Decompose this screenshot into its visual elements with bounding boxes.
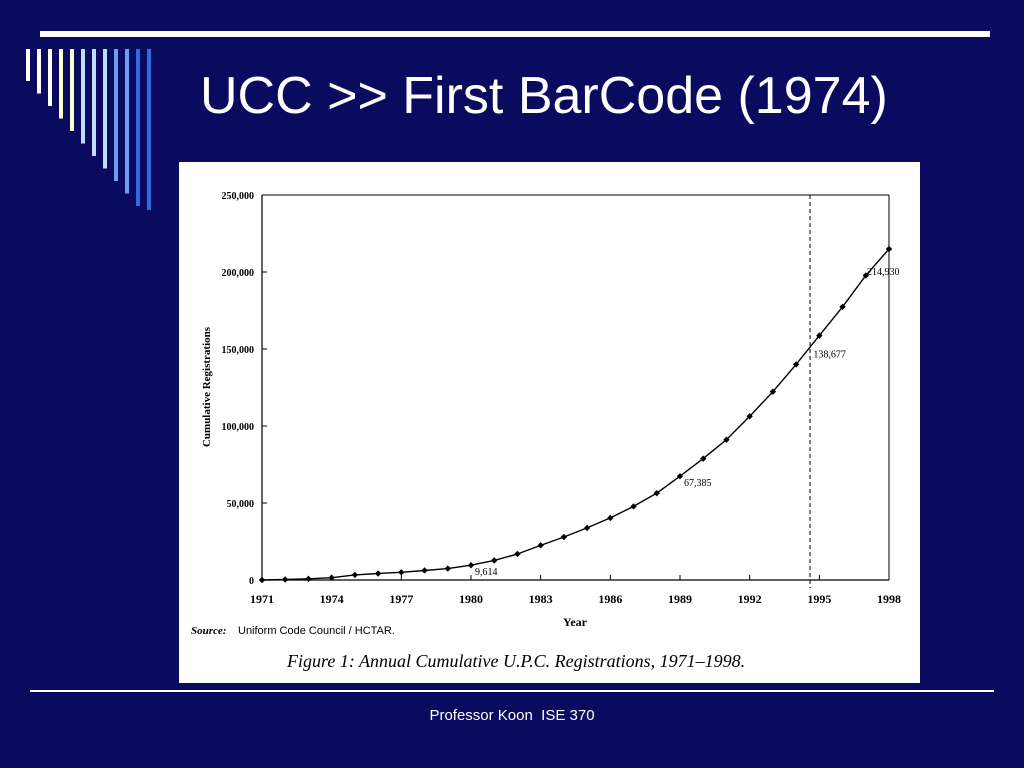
deco-bar bbox=[103, 49, 107, 169]
data-point bbox=[676, 473, 684, 480]
data-annotation: 9,614 bbox=[475, 567, 498, 578]
deco-bar bbox=[114, 49, 118, 181]
data-point bbox=[282, 576, 289, 583]
data-point bbox=[467, 561, 475, 569]
data-point bbox=[537, 542, 544, 549]
data-point bbox=[398, 569, 405, 576]
data-point bbox=[583, 524, 591, 532]
y-tick-label: 200,000 bbox=[222, 268, 255, 279]
deco-bar bbox=[125, 49, 129, 194]
figure-caption: Figure 1: Annual Cumulative U.P.C. Regis… bbox=[286, 651, 745, 671]
deco-bar bbox=[92, 49, 96, 156]
deco-bar bbox=[26, 49, 30, 81]
y-tick-label: 150,000 bbox=[222, 345, 255, 356]
data-point bbox=[444, 565, 451, 572]
deco-bar bbox=[37, 49, 41, 94]
data-point bbox=[723, 436, 730, 443]
footer-text: Professor Koon ISE 370 bbox=[429, 707, 595, 724]
x-tick-label: 1977 bbox=[389, 592, 413, 606]
data-annotation: 214,930 bbox=[867, 267, 900, 278]
data-point bbox=[258, 576, 266, 584]
x-tick-label: 1971 bbox=[250, 592, 274, 606]
data-point bbox=[630, 503, 637, 510]
data-point bbox=[421, 567, 428, 574]
y-tick-label: 250,000 bbox=[222, 191, 255, 202]
footer-rule bbox=[30, 690, 994, 692]
x-tick-label: 1995 bbox=[807, 592, 831, 606]
deco-bar bbox=[136, 49, 140, 206]
x-tick-label: 1989 bbox=[668, 592, 692, 606]
data-point bbox=[862, 272, 869, 279]
deco-bar bbox=[48, 49, 52, 106]
slide-title: UCC >> First BarCode (1974) bbox=[200, 67, 888, 125]
source-label: Source: bbox=[191, 625, 226, 637]
x-tick-label: 1983 bbox=[529, 592, 553, 606]
data-point bbox=[351, 571, 359, 579]
data-point bbox=[839, 303, 846, 311]
title-top-rule bbox=[40, 31, 990, 37]
data-annotation: 67,385 bbox=[684, 478, 712, 489]
data-point bbox=[514, 550, 521, 558]
data-annotation: 138,677 bbox=[813, 350, 846, 361]
deco-bar bbox=[81, 49, 85, 144]
data-point bbox=[607, 514, 614, 522]
x-tick-label: 1986 bbox=[598, 592, 622, 606]
data-point bbox=[374, 570, 382, 577]
deco-bar bbox=[70, 49, 74, 131]
y-tick-label: 50,000 bbox=[227, 499, 255, 510]
data-point bbox=[792, 361, 800, 368]
x-tick-label: 1998 bbox=[877, 592, 901, 606]
data-point bbox=[491, 557, 498, 564]
deco-bar bbox=[147, 49, 151, 210]
deco-bar bbox=[59, 49, 63, 119]
chart-figure: 0 50,000 100,000 150,000 200,000 250,000 1971… bbox=[179, 162, 920, 683]
x-tick-label: 1974 bbox=[320, 592, 344, 606]
series-line bbox=[261, 248, 890, 581]
y-tick-label: 100,000 bbox=[222, 422, 255, 433]
y-axis-label: Cumulative Registrations bbox=[201, 326, 213, 447]
data-point bbox=[305, 575, 312, 582]
source-text: Uniform Code Council / HCTAR. bbox=[238, 625, 395, 637]
cumulative-registrations-chart: 0 50,000 100,000 150,000 200,000 250,000 1971… bbox=[191, 191, 901, 671]
data-point bbox=[700, 455, 707, 462]
x-axis-label: Year bbox=[563, 615, 588, 629]
data-point bbox=[769, 388, 777, 395]
data-point bbox=[885, 245, 893, 253]
x-tick-label: 1980 bbox=[459, 592, 483, 606]
data-point bbox=[560, 533, 568, 541]
y-tick-label: 0 bbox=[249, 576, 254, 587]
x-tick-label: 1992 bbox=[738, 592, 762, 606]
decorative-bars bbox=[26, 49, 151, 210]
